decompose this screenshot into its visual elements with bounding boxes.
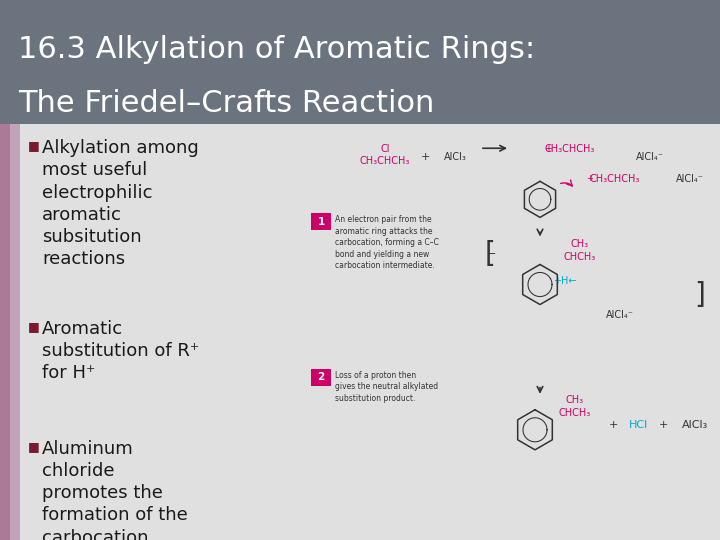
FancyBboxPatch shape: [0, 0, 720, 124]
Text: An electron pair from the
aromatic ring attacks the
carbocation, forming a C–C
b: An electron pair from the aromatic ring …: [335, 215, 439, 270]
Text: Alkylation among
most useful
electrophilic
aromatic
subsitution
reactions: Alkylation among most useful electrophil…: [42, 139, 199, 268]
Text: AlCl₄⁻: AlCl₄⁻: [636, 152, 664, 162]
Text: CHCH₃: CHCH₃: [559, 408, 591, 418]
Text: +: +: [420, 152, 430, 162]
Text: CH₃CHCH₃: CH₃CHCH₃: [590, 174, 640, 184]
Text: CH₃: CH₃: [571, 239, 589, 249]
FancyBboxPatch shape: [0, 124, 720, 540]
Text: CHCH₃: CHCH₃: [564, 252, 596, 262]
Text: +H←: +H←: [553, 276, 577, 287]
Text: Loss of a proton then
gives the neutral alkylated
substitution product.: Loss of a proton then gives the neutral …: [335, 370, 438, 403]
Text: AlCl₄⁻: AlCl₄⁻: [606, 309, 634, 320]
Text: +: +: [587, 174, 593, 183]
Text: +: +: [658, 420, 667, 430]
Text: 2: 2: [318, 372, 325, 382]
Text: ■: ■: [28, 320, 40, 333]
Text: HCl: HCl: [629, 420, 647, 430]
Text: Aluminum
chloride
promotes the
formation of the
carbocation: Aluminum chloride promotes the formation…: [42, 440, 188, 540]
FancyBboxPatch shape: [0, 124, 20, 540]
Text: +: +: [544, 144, 552, 154]
Text: AlCl₄⁻: AlCl₄⁻: [676, 174, 704, 184]
Text: ■: ■: [28, 440, 40, 453]
Text: AlCl₃: AlCl₃: [444, 152, 467, 162]
Text: ■: ■: [28, 139, 40, 152]
Text: The Friedel–Crafts Reaction: The Friedel–Crafts Reaction: [18, 90, 434, 118]
Text: ]: ]: [695, 280, 706, 308]
Text: 1: 1: [318, 217, 325, 227]
Text: [: [: [485, 240, 495, 268]
Text: CH₃CHCH₃: CH₃CHCH₃: [360, 156, 410, 166]
Text: Aromatic
substitution of R⁺
for H⁺: Aromatic substitution of R⁺ for H⁺: [42, 320, 199, 382]
FancyBboxPatch shape: [311, 213, 331, 231]
FancyBboxPatch shape: [0, 124, 10, 540]
Text: 16.3 Alkylation of Aromatic Rings:: 16.3 Alkylation of Aromatic Rings:: [18, 35, 535, 64]
Text: +: +: [608, 420, 618, 430]
Text: −: −: [487, 249, 497, 259]
Text: CH₃CHCH₃: CH₃CHCH₃: [545, 144, 595, 154]
Text: CH₃: CH₃: [566, 395, 584, 404]
FancyBboxPatch shape: [311, 369, 331, 386]
Text: Cl: Cl: [380, 144, 390, 154]
Text: AlCl₃: AlCl₃: [682, 420, 708, 430]
